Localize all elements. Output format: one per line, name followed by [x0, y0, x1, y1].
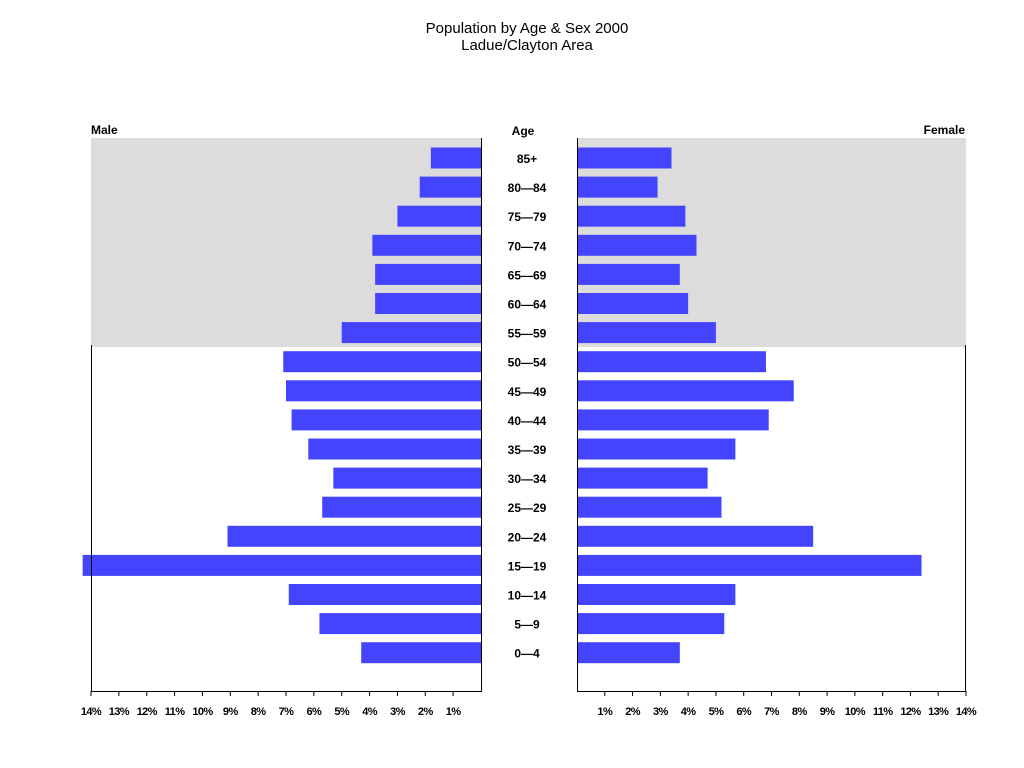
- male-bar-40-44: [291, 409, 481, 431]
- male-tick-label-14: 14%: [81, 706, 102, 718]
- age-label-65-69: 65—69: [508, 268, 547, 282]
- female-bar-40-44: [577, 409, 769, 431]
- male-bar-65-69: [375, 263, 481, 285]
- male-header: Male: [91, 123, 118, 137]
- female-tick-label-10: 10%: [845, 706, 866, 718]
- age-label-5-9: 5—9: [514, 618, 540, 632]
- female-bar-45-49: [577, 380, 794, 402]
- male-bar-10-14: [288, 584, 481, 605]
- female-bar-85: [577, 147, 672, 169]
- female-tick-label-5: 5%: [709, 706, 725, 718]
- male-bar-70-74: [372, 234, 481, 256]
- female-bar-35-39: [577, 438, 736, 460]
- female-tick-label-4: 4%: [681, 706, 697, 718]
- female-bar-50-54: [577, 351, 766, 373]
- male-tick-label-5: 5%: [334, 706, 350, 718]
- female-tick-label-2: 2%: [625, 706, 641, 718]
- male-tick-label-1: 1%: [446, 706, 462, 718]
- male-bar-75-79: [397, 205, 481, 227]
- male-tick-label-3: 3%: [390, 706, 406, 718]
- male-bar-60-64: [375, 293, 481, 314]
- axes-layer: [90, 138, 967, 696]
- age-label-25-29: 25—29: [508, 501, 547, 515]
- age-label-30-34: 30—34: [508, 472, 547, 486]
- age-label-75-79: 75—79: [508, 210, 547, 224]
- age-label-35-39: 35—39: [508, 443, 547, 457]
- male-tick-label-10: 10%: [192, 706, 213, 718]
- age-label-80-84: 80—84: [508, 181, 547, 195]
- male-bar-45-49: [286, 380, 481, 402]
- age-label-0-4: 0—4: [514, 647, 540, 661]
- female-tick-label-6: 6%: [736, 706, 752, 718]
- female-bar-30-34: [577, 467, 708, 489]
- male-bar-35-39: [308, 438, 481, 460]
- bars-layer: [82, 147, 922, 664]
- age-label-20-24: 20—24: [508, 530, 547, 544]
- chart-subtitle: Ladue/Clayton Area: [461, 37, 593, 54]
- female-bar-65-69: [577, 263, 680, 285]
- female-tick-label-11: 11%: [873, 706, 893, 718]
- male-bar-20-24: [227, 525, 481, 547]
- female-bar-25-29: [577, 496, 722, 518]
- age-header: Age: [512, 124, 535, 138]
- age-label-40-44: 40—44: [508, 414, 547, 428]
- age-label-70-74: 70—74: [508, 239, 547, 253]
- male-bar-30-34: [333, 467, 481, 489]
- male-tick-label-8: 8%: [251, 706, 267, 718]
- male-bar-50-54: [283, 351, 481, 373]
- male-bar-5-9: [319, 613, 481, 635]
- male-bar-0-4: [361, 642, 481, 664]
- male-tick-label-12: 12%: [137, 706, 158, 718]
- female-tick-label-3: 3%: [653, 706, 669, 718]
- female-tick-label-14: 14%: [956, 706, 977, 718]
- female-bar-80-84: [577, 176, 658, 198]
- female-bar-20-24: [577, 525, 814, 547]
- age-label-15-19: 15—19: [508, 559, 547, 573]
- male-tick-label-13: 13%: [109, 706, 130, 718]
- female-tick-label-7: 7%: [764, 706, 780, 718]
- female-tick-label-8: 8%: [792, 706, 808, 718]
- male-tick-label-4: 4%: [362, 706, 378, 718]
- female-bar-60-64: [577, 293, 689, 314]
- male-bar-25-29: [322, 496, 481, 518]
- age-label-10-14: 10—14: [508, 589, 547, 603]
- female-tick-label-12: 12%: [900, 706, 921, 718]
- age-label-55-59: 55—59: [508, 327, 547, 341]
- female-bar-55-59: [577, 322, 716, 344]
- male-bar-85: [430, 147, 481, 169]
- age-label-45-49: 45—49: [508, 385, 547, 399]
- female-tick-label-1: 1%: [597, 706, 613, 718]
- male-tick-label-2: 2%: [418, 706, 434, 718]
- female-bar-70-74: [577, 234, 697, 256]
- female-tick-label-13: 13%: [928, 706, 949, 718]
- male-bar-55-59: [341, 322, 481, 344]
- male-tick-label-9: 9%: [223, 706, 239, 718]
- age-label-50-54: 50—54: [508, 356, 547, 370]
- chart-title: Population by Age & Sex 2000: [426, 20, 629, 37]
- male-bar-80-84: [419, 176, 481, 198]
- female-bar-10-14: [577, 584, 736, 605]
- female-bar-15-19: [577, 554, 922, 576]
- female-bar-5-9: [577, 613, 725, 635]
- age-label-85: 85+: [517, 152, 537, 166]
- female-bar-75-79: [577, 205, 686, 227]
- male-tick-label-7: 7%: [279, 706, 295, 718]
- labels-layer: 85+ 80—84 75—79 70—74 65—69 60—64 55—59 50—54 45…: [81, 152, 978, 718]
- female-header: Female: [924, 123, 966, 137]
- male-tick-label-6: 6%: [307, 706, 323, 718]
- male-tick-label-11: 11%: [165, 706, 185, 718]
- age-label-60-64: 60—64: [508, 298, 547, 312]
- male-bar-15-19: [82, 554, 482, 576]
- female-bar-0-4: [577, 642, 680, 664]
- female-tick-label-9: 9%: [820, 706, 836, 718]
